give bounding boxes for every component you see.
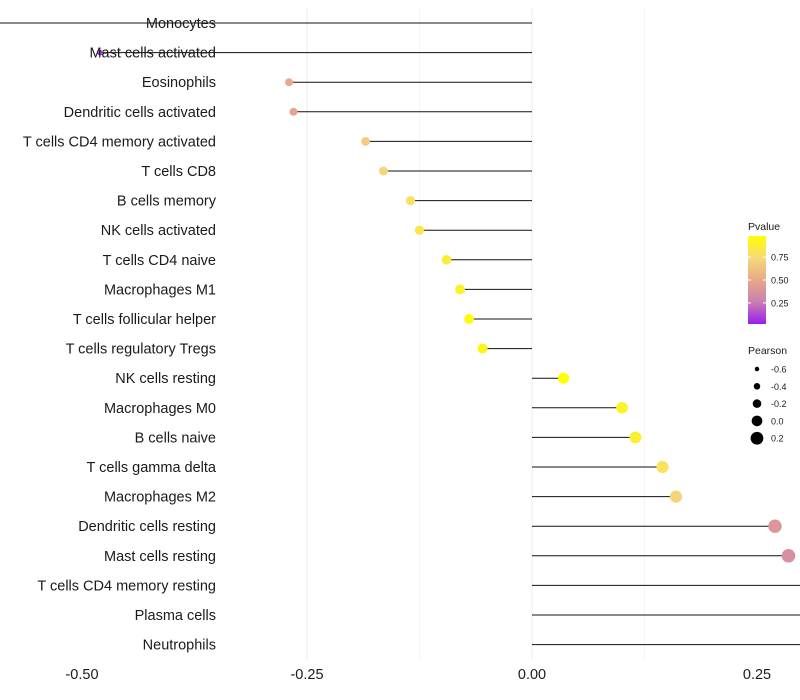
point xyxy=(477,343,488,354)
point xyxy=(379,166,388,176)
category-label: NK cells activated xyxy=(101,223,216,239)
x-axis-ticks: -0.50 -0.25 0.00 0.25 xyxy=(65,667,771,683)
point xyxy=(557,372,570,384)
category-label: Macrophages M0 xyxy=(104,401,216,417)
pearson-legend-key xyxy=(750,431,764,445)
points xyxy=(97,49,796,563)
category-label: Dendritic cells activated xyxy=(64,105,216,121)
pvalue-legend-label: 0.50 xyxy=(771,276,789,286)
category-label: NK cells resting xyxy=(115,371,216,387)
category-label: B cells memory xyxy=(117,194,217,210)
grid-lines xyxy=(306,8,645,660)
category-label: Neutrophils xyxy=(143,638,216,654)
pvalue-legend-label: 0.25 xyxy=(771,298,789,308)
category-label: T cells gamma delta xyxy=(87,460,217,476)
point xyxy=(455,284,465,295)
category-label: Dendritic cells resting xyxy=(78,519,216,535)
pearson-legend-key xyxy=(753,383,761,390)
pvalue-colorbar xyxy=(748,236,766,324)
point xyxy=(464,314,474,324)
point xyxy=(616,401,628,414)
point xyxy=(781,548,796,563)
category-label: T cells CD8 xyxy=(141,164,216,180)
pvalue-legend-label: 0.75 xyxy=(771,253,789,263)
category-label: Mast cells activated xyxy=(89,46,216,62)
x-tick-label: -0.25 xyxy=(290,667,323,683)
point xyxy=(768,519,782,533)
pearson-legend-label: -0.6 xyxy=(771,365,787,375)
point xyxy=(289,107,298,116)
x-tick-label: -0.50 xyxy=(65,667,98,683)
category-label: Mast cells resting xyxy=(104,549,216,565)
pearson-legend-title: Pearson xyxy=(748,345,787,357)
point xyxy=(629,431,642,444)
category-label: Plasma cells xyxy=(135,608,216,624)
point xyxy=(405,195,416,206)
x-tick-label: 0.00 xyxy=(518,667,546,683)
category-label: Eosinophils xyxy=(142,75,216,91)
point xyxy=(656,460,669,474)
point xyxy=(97,49,103,56)
point xyxy=(361,137,370,146)
stems xyxy=(0,22,800,646)
pearson-legend-key xyxy=(754,366,760,372)
category-label: T cells CD4 naive xyxy=(103,253,216,269)
category-label: Monocytes xyxy=(146,16,216,32)
category-label: B cells naive xyxy=(135,430,216,446)
category-label: T cells CD4 memory resting xyxy=(37,578,216,594)
pearson-legend-key xyxy=(752,399,762,408)
pearson-legend-label: 0.0 xyxy=(771,416,784,426)
point xyxy=(414,225,425,235)
pearson-legend-key xyxy=(751,415,763,427)
point xyxy=(669,490,683,503)
pearson-legend: Pearson -0.6 -0.4 -0.2 0.0 0.2 xyxy=(748,345,787,445)
category-label: T cells follicular helper xyxy=(73,312,216,328)
pearson-legend-label: 0.2 xyxy=(771,434,784,444)
category-label: T cells CD4 memory activated xyxy=(23,134,216,150)
pearson-legend-label: -0.2 xyxy=(771,399,787,409)
category-label: Macrophages M1 xyxy=(104,282,216,298)
category-label: Macrophages M2 xyxy=(104,490,216,506)
category-label: T cells regulatory Tregs xyxy=(66,342,216,358)
pearson-legend-label: -0.4 xyxy=(771,382,787,392)
point xyxy=(285,78,293,87)
pvalue-legend: Pvalue 0.75 0.50 0.25 xyxy=(748,221,789,324)
pvalue-legend-title: Pvalue xyxy=(748,221,780,233)
point xyxy=(441,254,452,265)
x-tick-label: 0.25 xyxy=(743,667,771,683)
category-labels: Monocytes Mast cells activated Eosinophils… xyxy=(23,16,217,654)
